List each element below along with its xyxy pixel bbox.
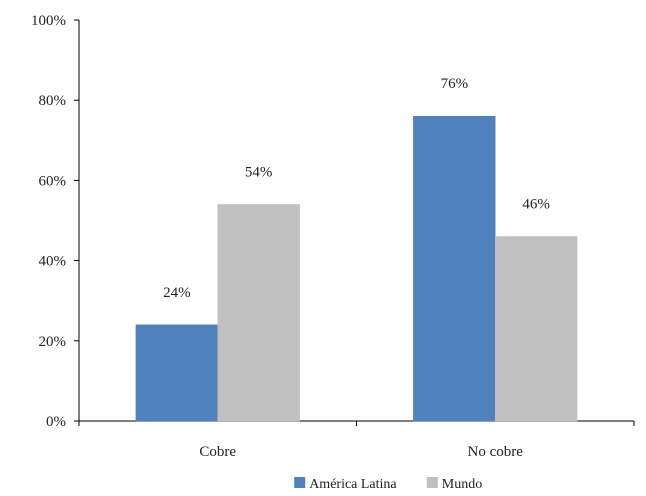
data-label: 54% (245, 164, 273, 180)
x-axis: Cobre No cobre (78, 420, 635, 460)
legend-label: América Latina (309, 477, 397, 492)
category-label: Cobre (199, 444, 236, 460)
y-tick-label: 40% (39, 254, 67, 270)
data-labels: 24% 54% 76% 46% (163, 76, 550, 301)
data-label: 46% (522, 197, 550, 213)
y-tick-label: 60% (39, 173, 67, 189)
y-tick-label: 80% (39, 93, 67, 109)
y-tick-label: 0% (46, 414, 66, 430)
bar (495, 236, 578, 422)
y-ticks: 0% 20% 40% 60% 80% 100% (31, 13, 79, 430)
bar (413, 115, 496, 422)
legend: América Latina Mundo (294, 477, 482, 492)
y-tick-label: 100% (31, 13, 66, 29)
y-tick-label: 20% (39, 334, 67, 350)
bar (217, 204, 300, 422)
legend-label: Mundo (442, 477, 482, 492)
y-axis: 0% 20% 40% 60% 80% 100% (31, 13, 80, 430)
data-label: 24% (163, 285, 191, 301)
x-ticks: Cobre No cobre (78, 421, 635, 460)
data-label: 76% (441, 76, 469, 92)
legend-swatch (294, 477, 306, 488)
category-label: No cobre (468, 444, 524, 460)
bar (135, 324, 218, 422)
bars (135, 115, 578, 422)
legend-swatch (426, 477, 438, 488)
